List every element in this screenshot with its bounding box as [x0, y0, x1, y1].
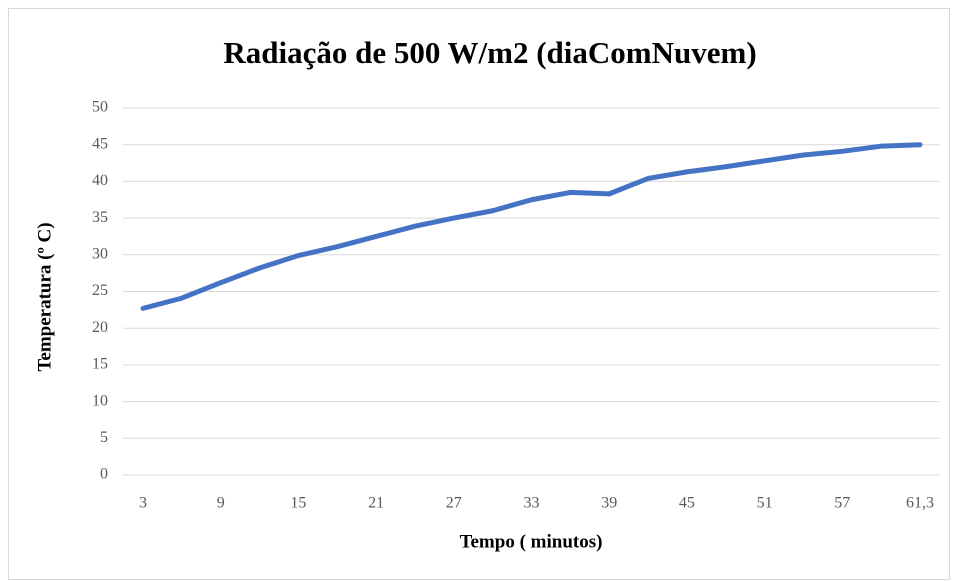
x-tick-label: 33	[524, 495, 540, 512]
y-tick-label: 5	[100, 429, 108, 446]
y-tick-label: 35	[92, 209, 108, 226]
y-tick-label: 50	[92, 99, 108, 116]
chart-border	[8, 8, 950, 580]
x-tick-label: 15	[290, 495, 306, 512]
data-line	[140, 142, 923, 311]
y-tick-label: 30	[92, 245, 108, 262]
x-tick-label: 3	[139, 495, 147, 512]
x-tick-label: 9	[217, 495, 225, 512]
x-tick-label: 45	[679, 495, 695, 512]
x-tick-label: 39	[601, 495, 617, 512]
y-tick-label: 10	[92, 392, 108, 409]
y-tick-label: 45	[92, 135, 108, 152]
x-tick-label: 61,3	[906, 495, 934, 512]
x-tick-label: 57	[834, 495, 850, 512]
y-tick-label: 40	[92, 172, 108, 189]
y-tick-label: 25	[92, 282, 108, 299]
x-tick-label: 21	[368, 495, 384, 512]
x-axis-title: Tempo ( minutos)	[460, 531, 603, 552]
y-tick-label: 0	[100, 466, 108, 483]
y-tick-label: 20	[92, 319, 108, 336]
y-tick-label: 15	[92, 356, 108, 373]
x-tick-label: 27	[446, 495, 462, 512]
chart-title: Radiação de 500 W/m2 (diaComNuvem)	[223, 35, 756, 70]
y-axis-title: Temperatura (º C)	[34, 222, 55, 371]
x-tick-label: 51	[757, 495, 773, 512]
